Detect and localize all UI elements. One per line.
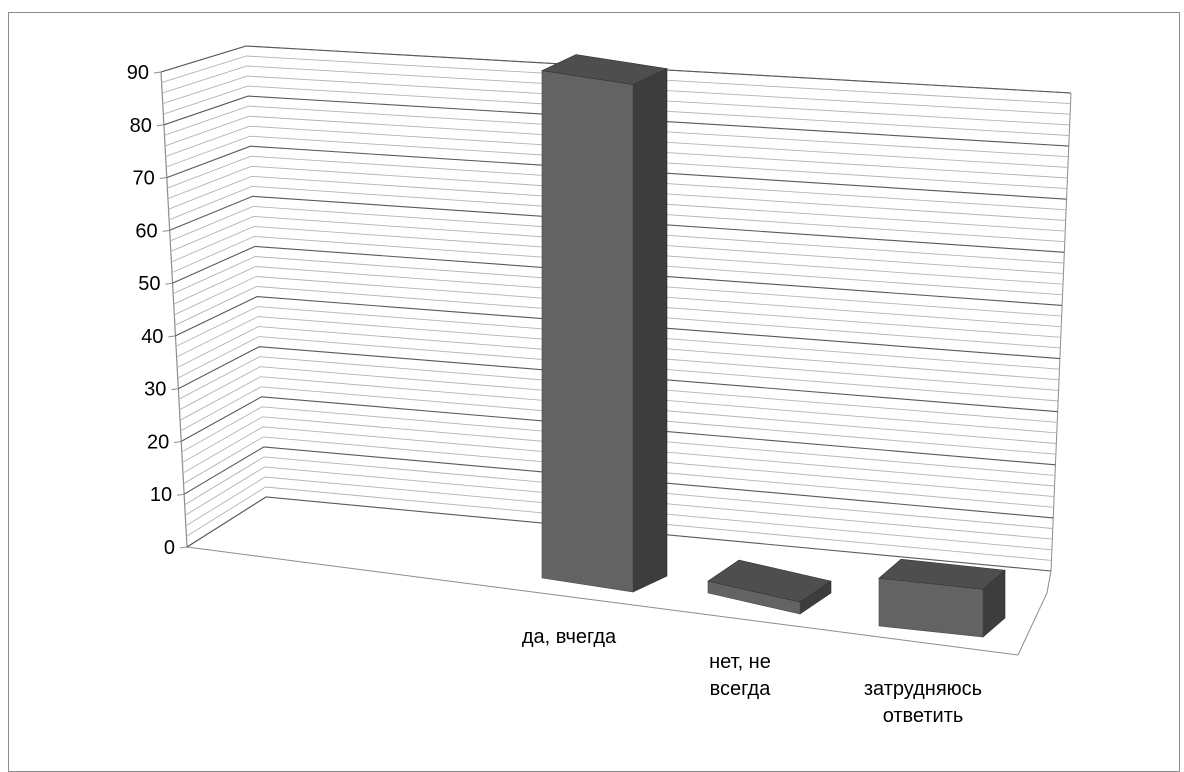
major-gridline xyxy=(172,245,1063,306)
minor-gridline xyxy=(182,426,1055,498)
major-gridline xyxy=(180,396,1056,466)
minor-gridline xyxy=(176,326,1059,391)
x-category-label-line: нет, не xyxy=(709,651,771,673)
y-tick-mark xyxy=(162,229,170,232)
minor-gridline xyxy=(164,115,1068,168)
bar-top-face xyxy=(707,559,832,603)
minor-gridline xyxy=(170,215,1064,275)
y-tick-label: 40 xyxy=(141,326,163,348)
minor-gridline xyxy=(180,386,1056,455)
minor-gridline xyxy=(184,456,1053,529)
bar-1 xyxy=(707,559,832,615)
y-tick-mark xyxy=(159,177,167,180)
major-gridline xyxy=(160,45,1072,94)
x-category-label-line: да, вчегда xyxy=(522,626,617,648)
x-category-label: нет, не всегда xyxy=(709,651,771,700)
major-gridline xyxy=(163,95,1069,147)
x-category-label-line: всегда xyxy=(710,678,772,700)
minor-gridline xyxy=(177,336,1059,402)
minor-gridline xyxy=(178,356,1058,423)
minor-gridline xyxy=(174,276,1061,338)
x-axis-labels: да, вчегда нет, не всегда затрудняюсь ответи… xyxy=(522,626,982,727)
x-category-label: да, вчегда xyxy=(522,626,617,648)
gridlines xyxy=(160,45,1072,572)
bars xyxy=(540,54,1006,638)
minor-gridline xyxy=(167,155,1067,211)
minor-gridline xyxy=(182,416,1055,487)
minor-gridline xyxy=(162,75,1070,126)
major-gridline xyxy=(186,496,1052,572)
y-axis-ticks: 0 10 20 30 40 50 60 70 80 90 xyxy=(127,62,188,559)
minor-gridline xyxy=(168,185,1065,243)
y-tick-mark xyxy=(179,546,188,549)
minor-gridline xyxy=(174,286,1061,349)
minor-gridline xyxy=(163,85,1070,136)
minor-gridline xyxy=(161,55,1071,105)
minor-gridline xyxy=(175,306,1060,370)
y-tick-label: 80 xyxy=(130,115,152,137)
y-tick-label: 60 xyxy=(135,220,157,242)
minor-gridline xyxy=(168,175,1066,232)
minor-gridline xyxy=(183,436,1054,508)
minor-gridline xyxy=(170,205,1064,264)
minor-gridline xyxy=(162,65,1071,115)
y-tick-label: 20 xyxy=(147,431,169,453)
x-category-label-line: затрудняюсь xyxy=(864,678,982,700)
minor-gridline xyxy=(185,476,1052,551)
major-gridline xyxy=(183,446,1054,519)
y-tick-mark xyxy=(153,71,162,74)
y-tick-mark xyxy=(174,440,182,443)
minor-gridline xyxy=(185,466,1053,540)
bar-top-face xyxy=(540,54,669,85)
minor-gridline xyxy=(166,135,1068,190)
y-tick-mark xyxy=(168,335,176,338)
y-tick-label: 30 xyxy=(144,379,166,401)
minor-gridline xyxy=(164,105,1069,158)
minor-gridline xyxy=(171,225,1064,285)
minor-gridline xyxy=(176,316,1060,381)
bar-2 xyxy=(878,558,1006,638)
x-category-label: затрудняюсь ответить xyxy=(864,678,982,727)
minor-gridline xyxy=(167,165,1066,221)
minor-gridline xyxy=(173,266,1062,328)
y-tick-mark xyxy=(177,493,185,496)
major-gridline xyxy=(175,296,1060,360)
y-tick-label: 0 xyxy=(164,537,175,559)
y-tick-label: 70 xyxy=(133,168,155,190)
major-gridline xyxy=(169,195,1065,253)
bar-front-face xyxy=(541,70,634,593)
bar-side-face xyxy=(632,68,668,593)
minor-gridline xyxy=(171,235,1063,296)
y-tick-label: 50 xyxy=(138,273,160,295)
minor-gridline xyxy=(172,256,1062,317)
side-wall-front-edge xyxy=(160,71,188,548)
y-tick-mark xyxy=(156,124,164,127)
minor-gridline xyxy=(179,366,1057,434)
floor-edge xyxy=(186,546,1052,656)
x-category-label-line: ответить xyxy=(883,705,964,727)
major-gridline xyxy=(178,346,1058,413)
bar-0 xyxy=(540,54,669,593)
y-tick-mark xyxy=(171,388,179,391)
bar-top-face xyxy=(878,558,1006,590)
y-tick-label: 90 xyxy=(127,62,149,84)
minor-gridline xyxy=(165,125,1068,179)
minor-gridline xyxy=(186,486,1052,561)
minor-gridline xyxy=(179,376,1057,444)
back-wall-right-edge xyxy=(1050,92,1072,572)
y-tick-label: 10 xyxy=(150,484,172,506)
major-gridline xyxy=(166,145,1067,200)
y-tick-mark xyxy=(165,282,173,285)
minor-gridline xyxy=(181,406,1056,476)
